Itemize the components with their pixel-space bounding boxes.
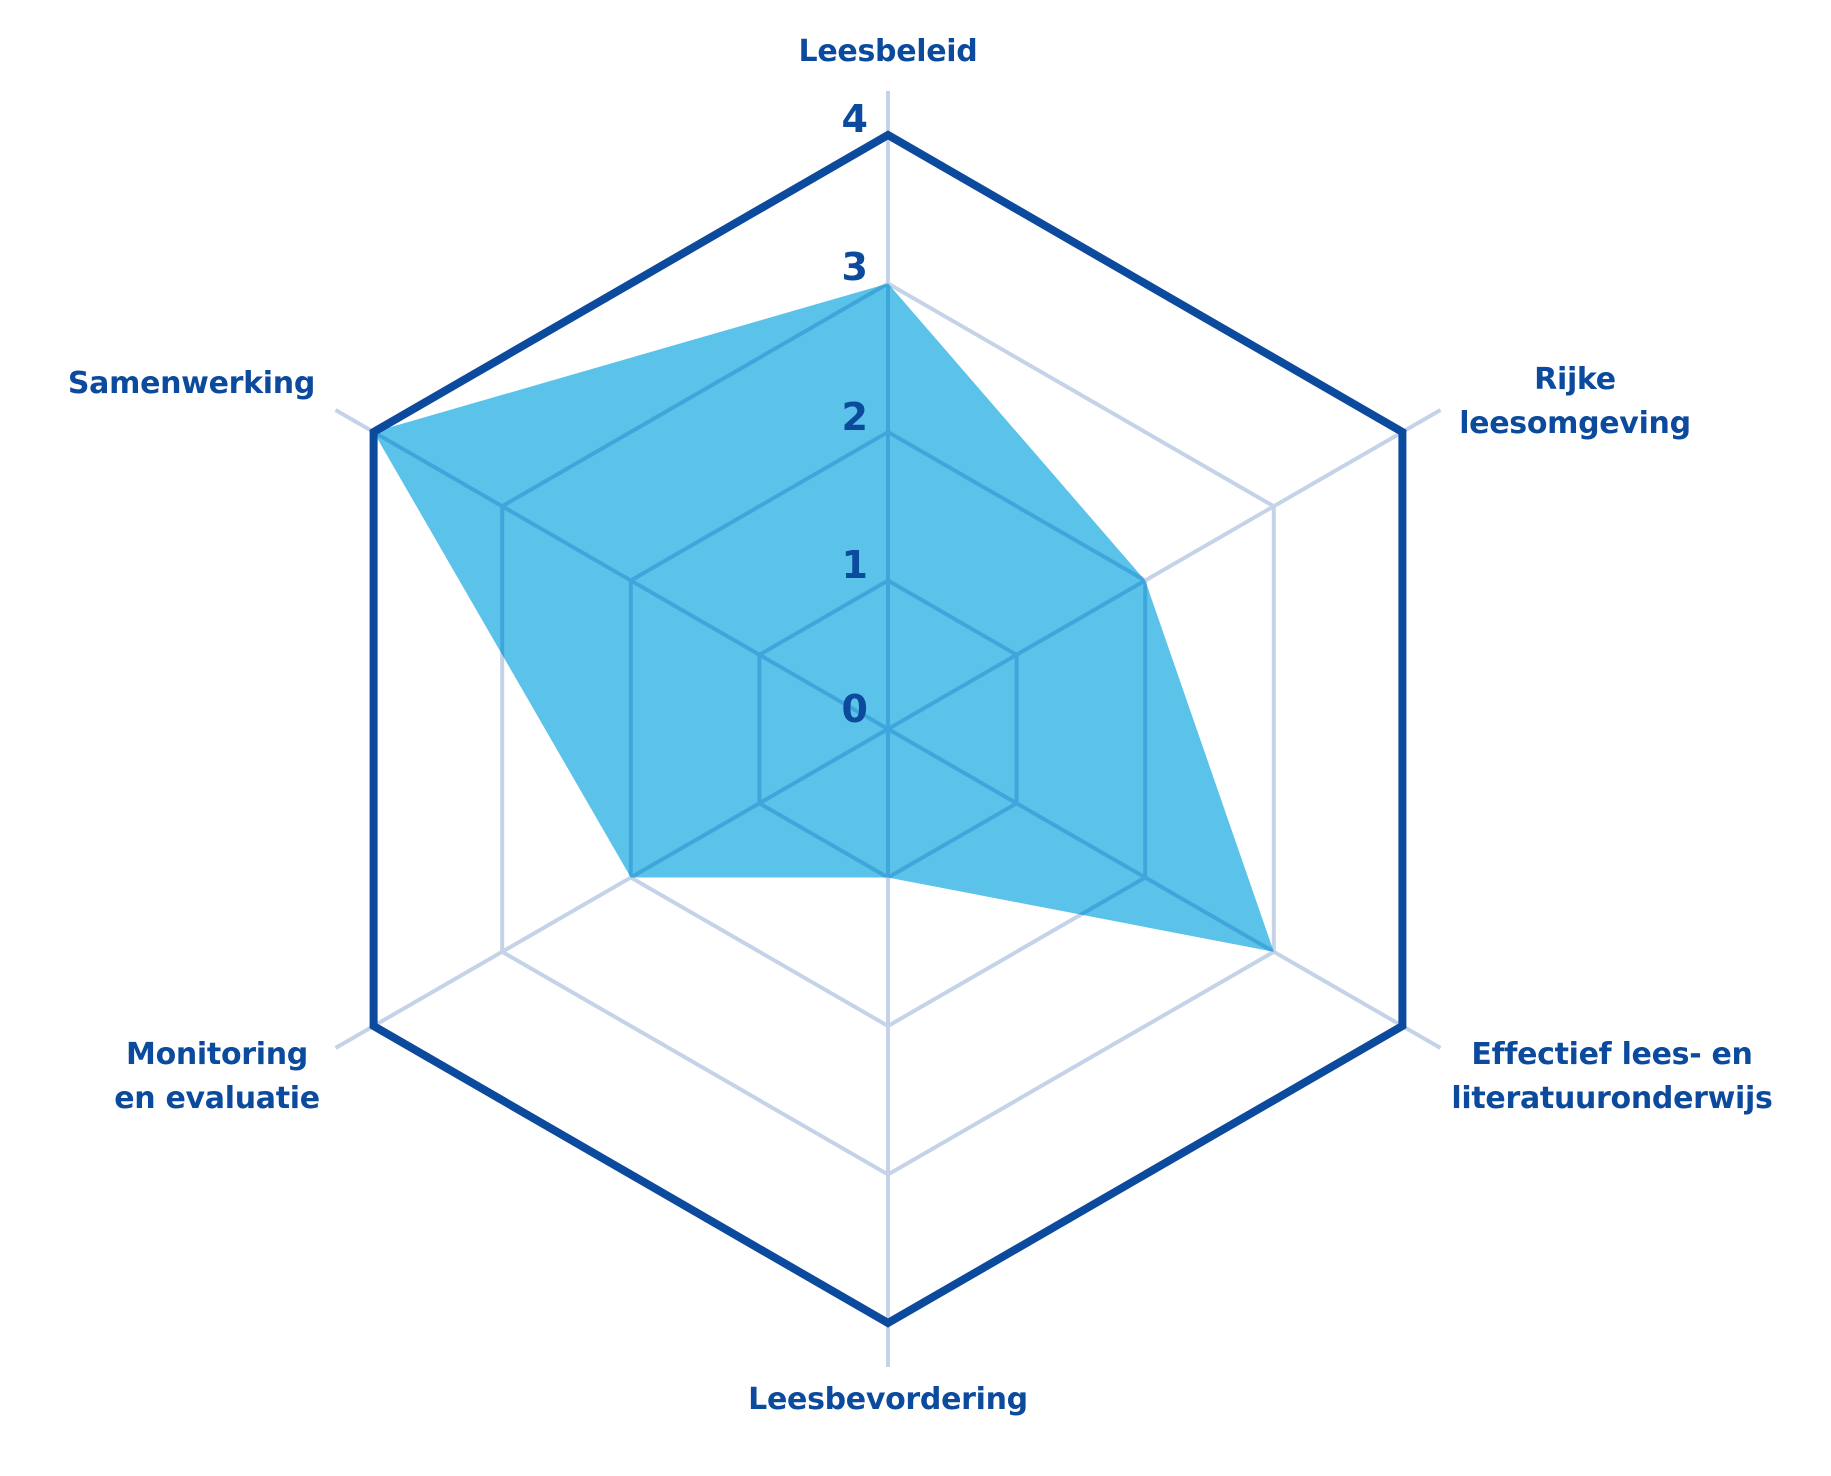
axis-spoke <box>886 727 1274 952</box>
axis-spoke <box>373 408 890 731</box>
tick-label-2: 2 <box>841 395 868 439</box>
tick-label-3: 3 <box>841 245 868 289</box>
axis-label-leesbeleid: Leesbeleid <box>798 34 978 69</box>
axis-label-rijke-leesomgeving: Rijke leesomgeving <box>1459 362 1691 441</box>
axis-label-samenwerking: Samenwerking <box>67 366 315 401</box>
axis-label-leesbevordering: Leesbevordering <box>748 1382 1028 1417</box>
tick-label-4: 4 <box>841 97 868 141</box>
axis-label-monitoring-evaluatie: Monitoring en evaluatie <box>114 1037 320 1116</box>
tick-label-1: 1 <box>841 543 868 587</box>
outer-hexagon <box>369 130 1407 1328</box>
axis-label-effectief-onderwijs: Effectief lees- en literatuuronderwijs <box>1451 1037 1773 1116</box>
tick-label-0: 0 <box>841 687 868 731</box>
